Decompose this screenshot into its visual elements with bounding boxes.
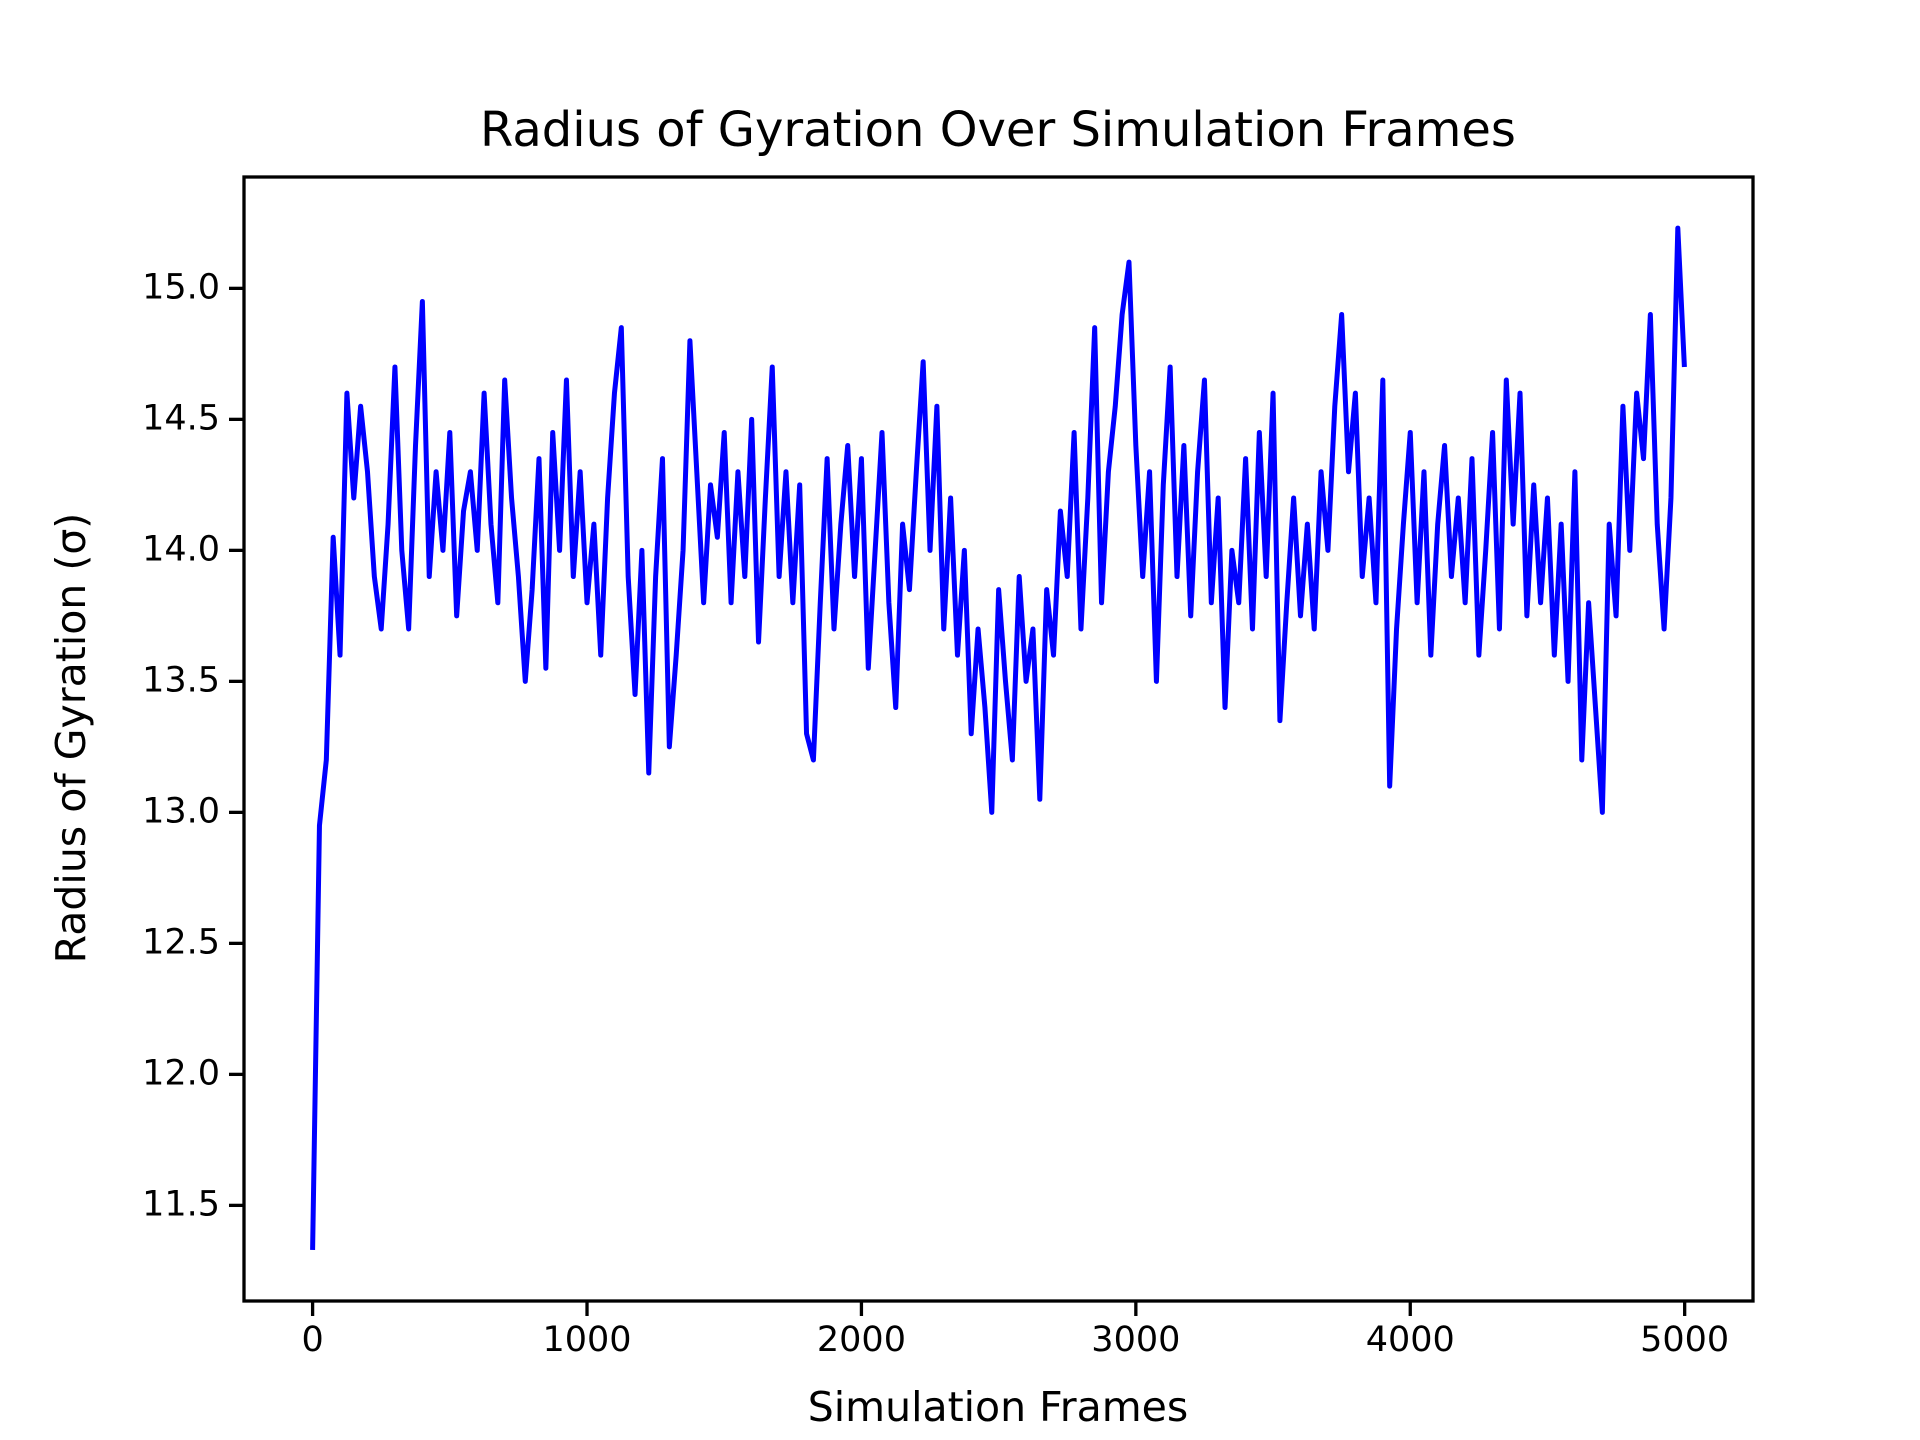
x-tick-label: 4000 [1366,1320,1455,1360]
y-tick-label: 12.5 [142,922,220,962]
x-tick-label: 1000 [542,1320,631,1360]
y-tick-label: 12.0 [142,1053,220,1093]
y-tick-label: 11.5 [142,1184,220,1224]
y-tick-label: 13.0 [142,791,220,831]
y-tick-label: 14.5 [142,398,220,438]
y-tick-label: 13.5 [142,660,220,700]
x-tick-label: 3000 [1091,1320,1180,1360]
data-line [310,225,1687,1250]
x-tick-label: 0 [301,1320,323,1360]
y-tick-label: 15.0 [142,267,220,307]
x-tick-label: 5000 [1640,1320,1729,1360]
x-axis-label: Simulation Frames [808,1383,1189,1431]
x-tick-label: 2000 [817,1320,906,1360]
chart-title: Radius of Gyration Over Simulation Frame… [480,102,1516,158]
plot-frame [242,175,1755,1303]
y-tick-label: 14.0 [142,529,220,569]
y-axis-label: Radius of Gyration (σ) [47,513,95,964]
